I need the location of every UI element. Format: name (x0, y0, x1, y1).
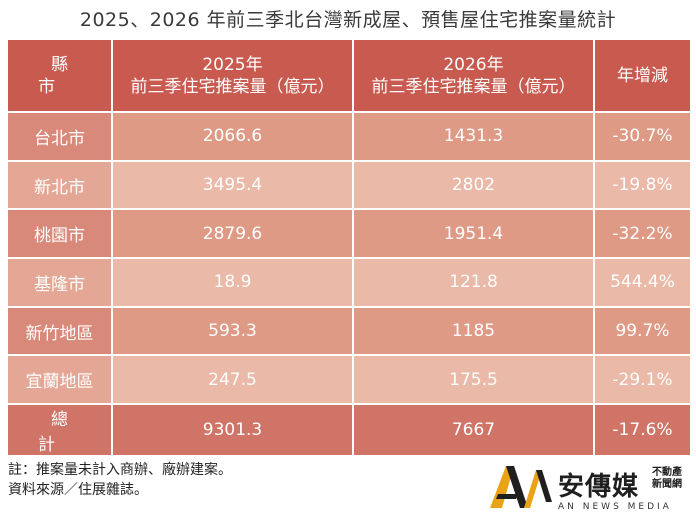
cell-2025: 3495.4 (112, 160, 354, 211)
footnote-source: 資料來源／住展雜誌。 (8, 482, 148, 498)
cell-total-2025: 9301.3 (112, 404, 354, 458)
cell-growth: 544.4% (594, 258, 690, 308)
cell-growth: -30.7% (594, 112, 690, 162)
cell-county: 新竹地區 (8, 306, 113, 357)
logo-tagline-2: 新聞網 (652, 479, 682, 490)
cell-2025: 2066.6 (112, 112, 354, 162)
logo-tagline-1: 不動產 (652, 467, 682, 478)
cell-county: 宜蘭地區 (8, 355, 113, 406)
page-title: 2025、2026 年前三季北台灣新成屋、預售屋住宅推案量統計 (79, 9, 617, 31)
cell-2026: 1431.3 (353, 112, 595, 162)
cell-2026: 1951.4 (353, 209, 595, 260)
logo-chinese-name: 安傳媒 (558, 472, 640, 502)
header-2026: 2026年 前三季住宅推案量（億元） (353, 40, 595, 113)
cell-2026: 175.5 (353, 355, 595, 406)
cell-growth: 99.7% (594, 306, 690, 357)
cell-growth: -19.8% (594, 160, 690, 211)
header-2025-year: 2025年 (202, 54, 263, 75)
header-2026-desc: 前三季住宅推案量（億元） (371, 76, 576, 97)
table-row: 新竹地區 593.3 1185 99.7% (8, 306, 690, 357)
cell-2025: 2879.6 (112, 209, 354, 260)
footnotes: 註：推案量未計入商辦、廠辦建案。 資料來源／住展雜誌。 (8, 460, 232, 500)
cell-2026: 121.8 (353, 258, 595, 308)
footnote-exclusion: 註：推案量未計入商辦、廠辦建案。 (8, 462, 232, 478)
table-row: 新北市 3495.4 2802 -19.8% (8, 160, 690, 211)
header-2025-desc: 前三季住宅推案量（億元） (130, 76, 335, 97)
cell-total-growth: -17.6% (594, 404, 690, 458)
cell-total-2026: 7667 (353, 404, 595, 458)
cell-county: 新北市 (8, 160, 113, 211)
statistics-table: 縣市 2025年 前三季住宅推案量（億元） 2026年 前三季住宅推案量（億元）… (8, 40, 690, 458)
table-total-row: 總計 9301.3 7667 -17.6% (8, 404, 690, 458)
table-row: 桃園市 2879.6 1951.4 -32.2% (8, 209, 690, 260)
logo-tagline: 不動產 新聞網 (652, 467, 682, 491)
header-2025: 2025年 前三季住宅推案量（億元） (112, 40, 354, 113)
brand-logo: 安傳媒 不動產 新聞網 AN NEWS MEDIA (488, 462, 688, 516)
cell-2025: 247.5 (112, 355, 354, 406)
cell-2026: 1185 (353, 306, 595, 357)
header-county: 縣市 (8, 40, 113, 113)
table-row: 宜蘭地區 247.5 175.5 -29.1% (8, 355, 690, 406)
cell-2025: 593.3 (112, 306, 354, 357)
cell-2026: 2802 (353, 160, 595, 211)
cell-county: 基隆市 (8, 258, 113, 308)
logo-english-name: AN NEWS MEDIA (558, 502, 672, 512)
table-row: 基隆市 18.9 121.8 544.4% (8, 258, 690, 308)
header-2026-year: 2026年 (443, 54, 504, 75)
header-growth: 年增減 (594, 40, 690, 113)
cell-county: 桃園市 (8, 209, 113, 260)
cell-growth: -32.2% (594, 209, 690, 260)
an-logo-icon (490, 466, 552, 508)
table-row: 台北市 2066.6 1431.3 -30.7% (8, 112, 690, 162)
cell-growth: -29.1% (594, 355, 690, 406)
table-header-row: 縣市 2025年 前三季住宅推案量（億元） 2026年 前三季住宅推案量（億元）… (8, 40, 690, 113)
cell-2025: 18.9 (112, 258, 354, 308)
cell-county: 台北市 (8, 112, 113, 162)
cell-total-label: 總計 (8, 404, 113, 458)
